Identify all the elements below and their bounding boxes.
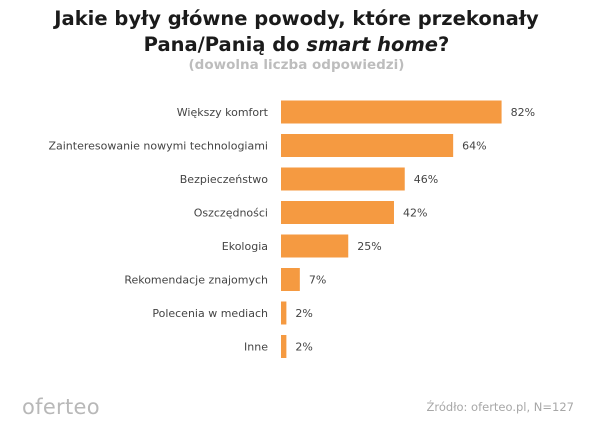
category-label: Rekomendacje znajomych — [124, 274, 268, 287]
source-note: Źródło: oferteo.pl, N=127 — [426, 400, 574, 414]
bar — [281, 167, 405, 191]
category-label: Ekologia — [222, 240, 268, 253]
value-label: 46% — [414, 173, 438, 186]
chart-subtitle: (dowolna liczba odpowiedzi) — [188, 57, 405, 73]
bar — [281, 134, 454, 157]
category-label: Oszczędności — [194, 207, 268, 220]
bar — [281, 100, 502, 124]
oferteo-logo: oferteo — [22, 395, 100, 419]
value-label: 42% — [403, 207, 427, 220]
chart-title: Jakie były główne powody, które przekona… — [0, 6, 593, 58]
bar — [281, 301, 287, 325]
chart-title-line2-suffix: ? — [438, 33, 450, 56]
chart-title-line2-prefix: Pana/Panią do — [143, 33, 307, 56]
chart-title-line2-italic: smart home — [306, 33, 438, 56]
bar — [281, 234, 349, 258]
category-label: Zainteresowanie nowymi technologiami — [48, 140, 268, 153]
value-label: 2% — [295, 341, 312, 354]
bar — [281, 201, 394, 224]
category-label: Bezpieczeństwo — [180, 173, 268, 186]
category-label: Większy komfort — [177, 106, 269, 119]
category-label: Polecenia w mediach — [152, 307, 268, 320]
value-label: 64% — [462, 140, 486, 153]
chart-title-line1: Jakie były główne powody, które przekona… — [54, 7, 539, 30]
bar — [281, 335, 287, 358]
category-label: Inne — [244, 341, 268, 354]
value-label: 2% — [295, 307, 312, 320]
value-label: 25% — [357, 240, 381, 253]
value-label: 7% — [309, 274, 326, 287]
bar — [281, 268, 300, 291]
value-label: 82% — [511, 106, 535, 119]
